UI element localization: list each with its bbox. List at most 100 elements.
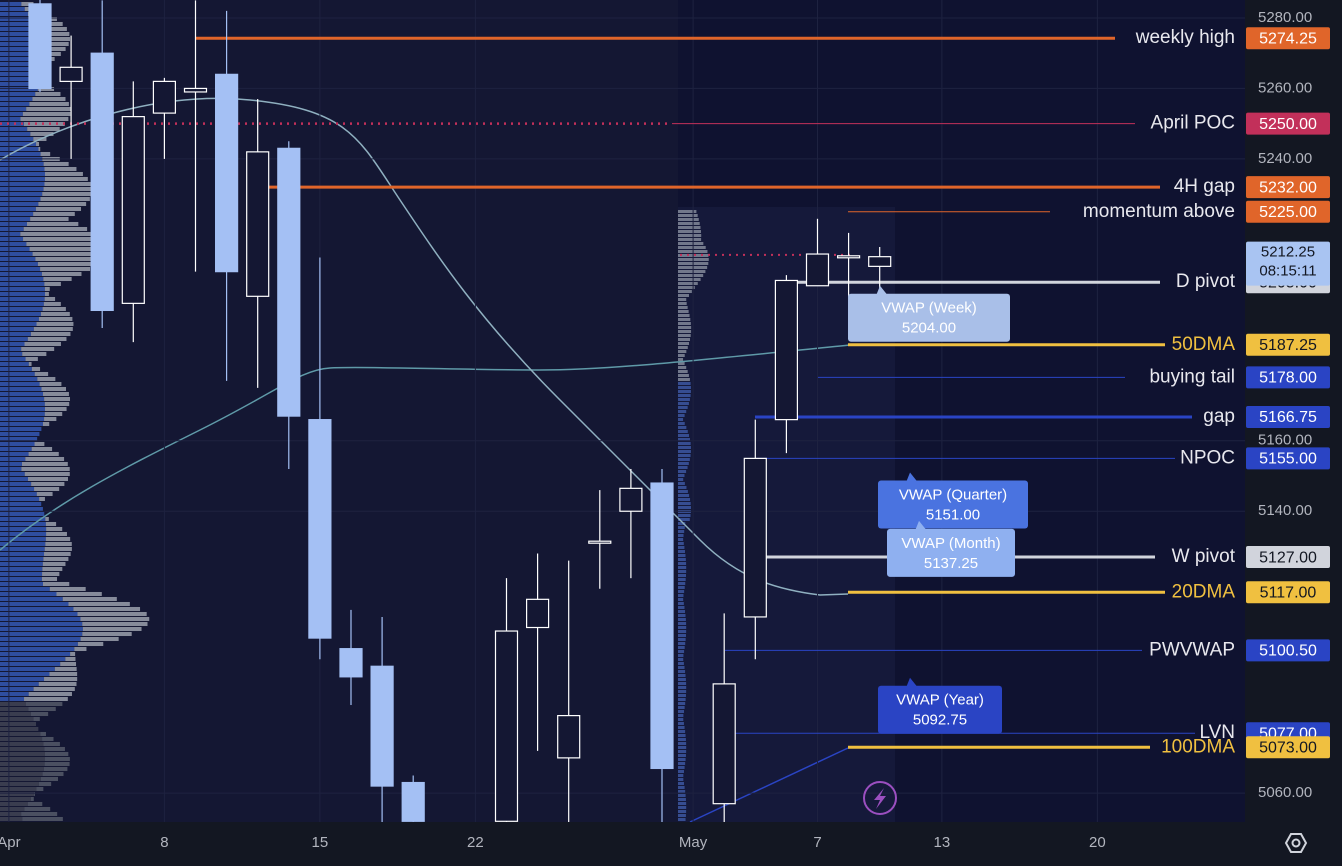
level-name: weekly high: [1135, 27, 1235, 48]
volume-profile-bar: [678, 214, 698, 217]
candle-body: [836, 255, 861, 259]
volume-profile-bar: [0, 432, 40, 436]
volume-profile-bar: [678, 298, 687, 301]
candle-body: [650, 482, 674, 770]
volume-profile-bar: [36, 787, 44, 791]
volume-profile-bar: [82, 627, 142, 631]
volume-profile-bar: [678, 750, 687, 753]
candle-body: [246, 151, 270, 297]
volume-profile-bar: [43, 557, 69, 561]
volume-profile-bar: [0, 122, 24, 126]
volume-profile-bar: [0, 202, 39, 206]
price-box: [1246, 546, 1330, 569]
volume-profile-bar: [0, 797, 31, 801]
settings-button[interactable]: [1284, 833, 1308, 853]
volume-profile-bar: [0, 167, 45, 171]
volume-profile-bar: [678, 654, 684, 657]
volume-profile-bar: [678, 354, 685, 357]
volume-profile-bar: [0, 47, 44, 51]
volume-profile-bar: [678, 398, 690, 401]
volume-profile-bar: [0, 747, 45, 751]
volume-profile-bar: [678, 762, 686, 765]
volume-profile-bar: [33, 212, 75, 216]
callout-box: [878, 685, 1002, 734]
volume-profile-bar: [678, 498, 691, 501]
volume-profile-bar: [0, 322, 37, 326]
volume-profile-bar: [35, 207, 82, 211]
volume-profile-bar: [0, 727, 39, 731]
settings-icon[interactable]: [1284, 833, 1308, 853]
volume-profile-bar: [678, 234, 702, 237]
volume-profile-bar: [678, 554, 686, 557]
volume-profile-bar: [45, 517, 49, 521]
candles: [28, 0, 892, 846]
volume-profile-bar: [42, 572, 60, 576]
volume-profile-bar: [28, 692, 72, 696]
volume-profile-bar: [0, 627, 83, 631]
lightning-icon[interactable]: [863, 781, 897, 815]
volume-profile-bar: [678, 338, 691, 341]
volume-profile-bar: [678, 742, 687, 745]
volume-profile-bar: [678, 746, 687, 749]
volume-profile-bar: [0, 802, 28, 806]
volume-profile-bar: [0, 677, 45, 681]
volume-profile-bar: [678, 726, 685, 729]
volume-profile-bar: [678, 266, 708, 269]
volume-profile-bar: [0, 577, 42, 581]
volume-profile-bar: [0, 112, 23, 116]
volume-profile-bar: [678, 362, 685, 365]
volume-profile-bar: [678, 618, 686, 621]
volume-profile-bar: [0, 277, 44, 281]
volume-profile-bar: [0, 752, 45, 756]
volume-profile-bar: [0, 372, 35, 376]
volume-profile-bar: [0, 62, 45, 66]
volume-profile-bar: [44, 747, 65, 751]
volume-profile-bar: [678, 426, 687, 429]
volume-profile-bar: [26, 222, 79, 226]
volume-profile-bar: [0, 597, 63, 601]
last-price-box: [1246, 241, 1330, 286]
y-tick-label: 5160.00: [1258, 432, 1312, 449]
volume-profile-bar: [40, 777, 58, 781]
candle-body: [183, 87, 208, 93]
volume-profile-bar: [43, 187, 93, 191]
settings-icon-center: [1291, 838, 1301, 848]
volume-profile-bar: [27, 802, 43, 806]
volume-profile-bar: [0, 507, 43, 511]
volume-profile-bar: [678, 490, 688, 493]
price-box: [1246, 581, 1330, 604]
volume-profile-bar: [0, 587, 50, 591]
level-name: PWVWAP: [1149, 639, 1235, 660]
volume-profile-bar: [0, 237, 24, 241]
price-box: [1246, 366, 1330, 389]
volume-profile-bar: [678, 794, 686, 797]
level-name: LVN: [1199, 722, 1235, 743]
volume-profile-bar: [0, 387, 42, 391]
volume-profile-bar: [678, 386, 691, 389]
volume-profile-bar: [0, 512, 45, 516]
volume-profile-bar: [68, 602, 130, 606]
volume-profile-bar: [46, 527, 63, 531]
volume-profile-bar: [0, 542, 46, 546]
volume-profile-bar: [0, 262, 38, 266]
x-tick-label: Apr: [0, 834, 21, 851]
level-name: 4H gap: [1174, 176, 1235, 197]
volume-profile-bar: [0, 662, 61, 666]
callout-title: VWAP (Year): [896, 692, 984, 709]
volume-profile-bar: [678, 626, 687, 629]
callout-box: [848, 293, 1010, 342]
candle-body: [712, 683, 736, 805]
volume-profile-bar: [0, 282, 45, 286]
volume-profile-bar: [38, 147, 41, 151]
volume-profile-bar: [678, 770, 684, 773]
volume-profile-bar: [678, 418, 684, 421]
volume-profile-bar: [0, 682, 39, 686]
countdown: 08:15:11: [1259, 263, 1316, 280]
volume-profile-bar: [678, 670, 686, 673]
volume-profile-bar: [0, 667, 55, 671]
volume-profile-bar: [678, 774, 684, 777]
volume-profile-bar: [31, 447, 53, 451]
volume-profile-bar: [62, 597, 117, 601]
volume-profile-bar: [678, 382, 691, 385]
volume-profile-bar: [0, 757, 46, 761]
